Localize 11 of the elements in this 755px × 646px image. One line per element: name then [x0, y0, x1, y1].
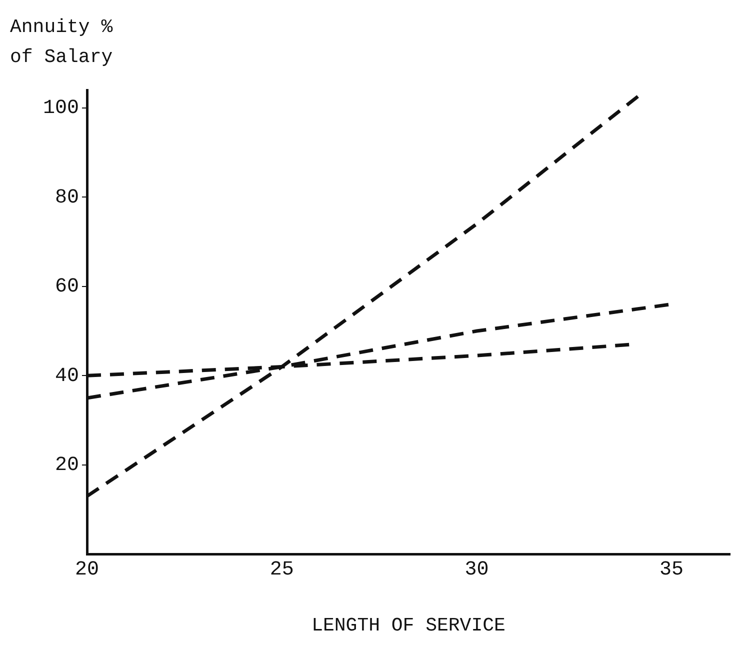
- x-tick-label: 30: [464, 558, 489, 582]
- y-tick-label: 40: [54, 364, 80, 388]
- x-tick-label: 35: [660, 558, 684, 582]
- x-tick-label: 25: [270, 558, 294, 582]
- x-axis-title: LENGTH OF SERVICE: [312, 614, 506, 637]
- y-tick-label: 80: [54, 186, 80, 210]
- y-axis-title: Annuity % of Salary: [10, 15, 113, 70]
- y-tick-label: 100: [42, 97, 80, 120]
- y-tick-label: 20: [54, 454, 80, 478]
- x-tick-label: 20: [75, 558, 100, 582]
- y-tick-label: 60: [54, 276, 80, 299]
